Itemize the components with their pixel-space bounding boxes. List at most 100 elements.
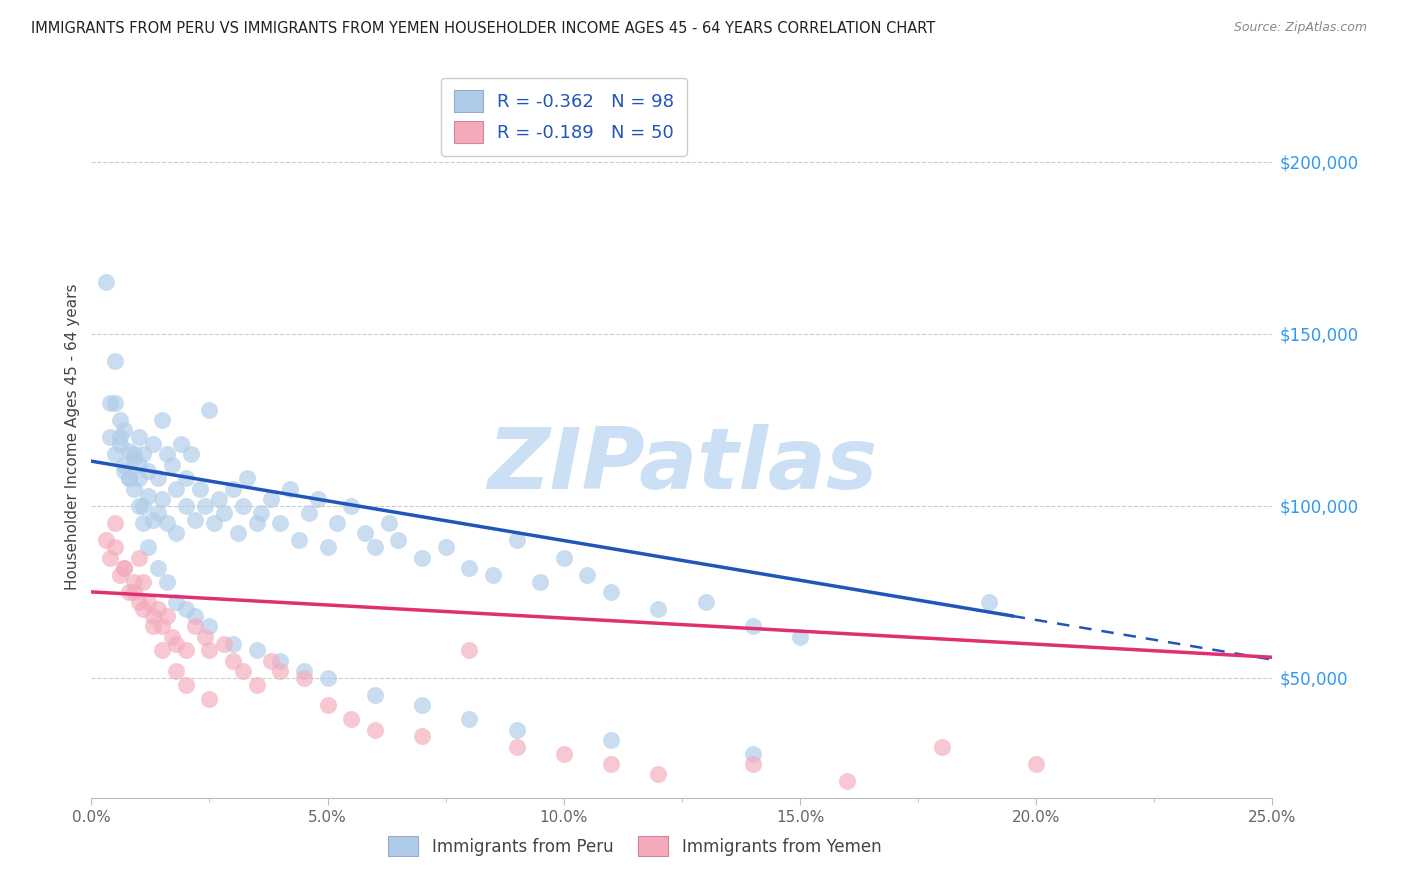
Point: [128, 550, 150, 565]
Point: [132, 574, 155, 589]
Point: [482, 567, 505, 582]
Point: [789, 630, 811, 644]
Point: [232, 664, 254, 678]
Point: [340, 712, 363, 726]
Point: [114, 561, 136, 575]
Point: [387, 533, 409, 548]
Point: [118, 471, 141, 485]
Point: [128, 499, 150, 513]
Point: [212, 636, 235, 650]
Point: [278, 482, 301, 496]
Point: [165, 664, 187, 678]
Point: [741, 619, 763, 633]
Point: [98, 550, 121, 565]
Point: [122, 585, 145, 599]
Point: [165, 595, 187, 609]
Point: [222, 636, 245, 650]
Point: [118, 471, 141, 485]
Point: [977, 595, 1000, 609]
Point: [142, 513, 165, 527]
Point: [741, 747, 763, 761]
Point: [458, 643, 481, 657]
Point: [104, 540, 127, 554]
Point: [114, 423, 136, 437]
Point: [246, 643, 269, 657]
Point: [208, 491, 231, 506]
Point: [94, 533, 117, 548]
Point: [174, 499, 197, 513]
Point: [354, 526, 377, 541]
Text: ZIPatlas: ZIPatlas: [486, 425, 877, 508]
Point: [128, 430, 150, 444]
Point: [156, 447, 179, 461]
Point: [94, 275, 117, 289]
Point: [198, 402, 221, 417]
Point: [458, 712, 481, 726]
Point: [108, 430, 131, 444]
Point: [122, 574, 145, 589]
Point: [505, 723, 527, 737]
Point: [434, 540, 457, 554]
Point: [174, 602, 197, 616]
Point: [198, 643, 221, 657]
Point: [136, 489, 159, 503]
Point: [150, 619, 173, 633]
Point: [212, 506, 235, 520]
Point: [1025, 756, 1047, 771]
Point: [128, 458, 150, 472]
Point: [146, 471, 169, 485]
Point: [246, 516, 269, 530]
Point: [108, 567, 131, 582]
Point: [364, 540, 387, 554]
Point: [194, 499, 217, 513]
Point: [98, 395, 121, 409]
Point: [156, 609, 179, 624]
Point: [146, 506, 169, 520]
Point: [128, 595, 150, 609]
Point: [104, 447, 127, 461]
Point: [184, 513, 207, 527]
Point: [108, 413, 131, 427]
Point: [104, 395, 127, 409]
Point: [114, 465, 136, 479]
Point: [269, 654, 291, 668]
Point: [340, 499, 363, 513]
Y-axis label: Householder Income Ages 45 - 64 years: Householder Income Ages 45 - 64 years: [65, 284, 80, 591]
Point: [160, 458, 183, 472]
Point: [104, 516, 127, 530]
Point: [505, 533, 527, 548]
Point: [174, 471, 197, 485]
Point: [316, 671, 339, 685]
Point: [122, 482, 145, 496]
Point: [136, 595, 159, 609]
Point: [269, 516, 291, 530]
Point: [118, 585, 141, 599]
Point: [136, 540, 159, 554]
Point: [184, 619, 207, 633]
Point: [165, 482, 187, 496]
Point: [364, 723, 387, 737]
Point: [411, 550, 433, 565]
Point: [142, 437, 165, 451]
Point: [364, 688, 387, 702]
Point: [146, 602, 169, 616]
Point: [250, 506, 273, 520]
Point: [128, 471, 150, 485]
Point: [837, 774, 859, 789]
Point: [174, 643, 197, 657]
Point: [114, 458, 136, 472]
Point: [184, 609, 207, 624]
Point: [174, 678, 197, 692]
Point: [160, 630, 183, 644]
Point: [232, 499, 254, 513]
Point: [307, 491, 329, 506]
Point: [505, 739, 527, 754]
Point: [246, 678, 269, 692]
Point: [529, 574, 551, 589]
Point: [600, 756, 623, 771]
Point: [553, 550, 575, 565]
Point: [226, 526, 249, 541]
Point: [316, 698, 339, 713]
Point: [202, 516, 225, 530]
Point: [222, 482, 245, 496]
